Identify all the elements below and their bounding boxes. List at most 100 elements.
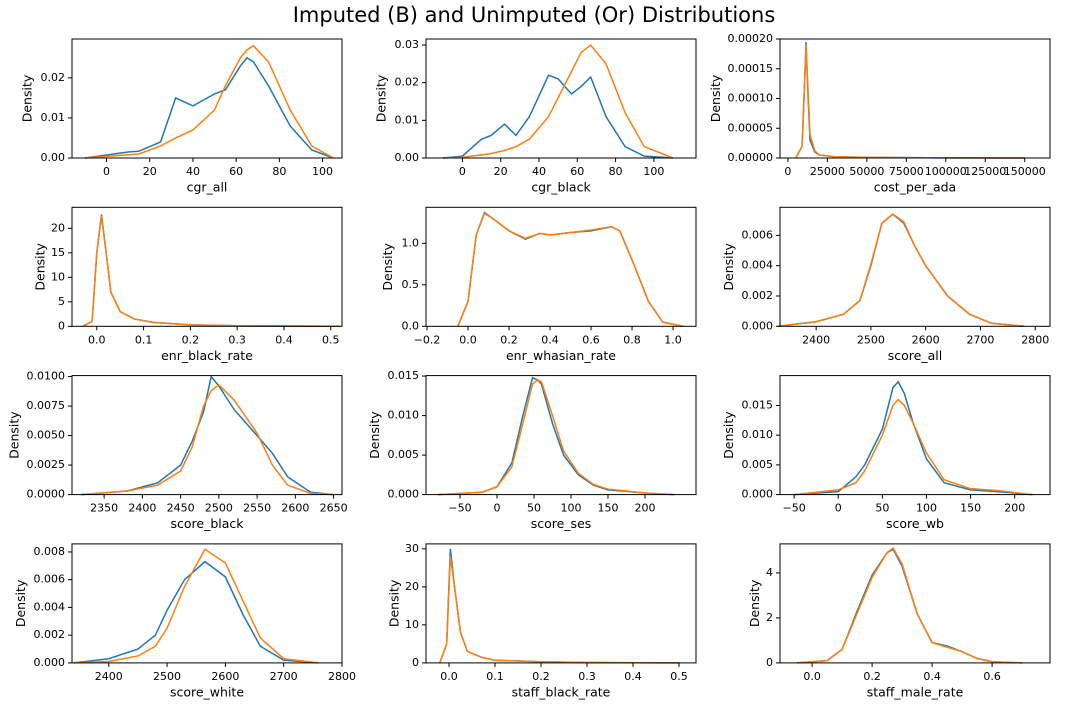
x-tick-label: 0.6	[582, 333, 600, 346]
x-tick-label: 0	[494, 502, 501, 515]
y-axis-label: Density	[721, 411, 736, 459]
plot-frame	[425, 375, 697, 496]
y-tick-label: 20	[405, 580, 419, 593]
x-tick-label: 2700	[966, 333, 994, 346]
y-tick-label: 0.000	[742, 488, 774, 501]
density-line	[794, 398, 1033, 496]
x-tick-label: 0.1	[486, 670, 504, 683]
x-axis-label: cgr_black	[531, 180, 591, 195]
y-tick-label: 0.010	[742, 428, 774, 441]
y-tick-label: 15	[51, 246, 65, 259]
x-tick-label: 150	[960, 502, 981, 515]
density-line	[795, 41, 1025, 159]
x-axis-label: score_wb	[886, 516, 944, 531]
y-tick-label: 0.01	[395, 113, 420, 126]
y-axis-label: Density	[374, 74, 389, 122]
plot-frame	[425, 543, 697, 664]
x-tick-label: 1.0	[664, 333, 682, 346]
density-line	[81, 374, 334, 496]
y-axis-label: Density	[708, 74, 723, 122]
y-tick-label: 0.000	[388, 488, 420, 501]
y-axis-label: Density	[380, 242, 395, 290]
y-tick-label: 0.010	[388, 409, 420, 422]
x-tick-label: 100000	[925, 165, 967, 178]
x-tick-label: 0.4	[624, 670, 642, 683]
x-tick-label: 2400	[95, 670, 123, 683]
x-tick-label: 2450	[167, 502, 195, 515]
x-tick-label: 50	[527, 502, 541, 515]
y-tick-label: 0.0075	[27, 399, 66, 412]
density-line	[439, 548, 679, 664]
x-tick-label: 2800	[328, 670, 356, 683]
x-tick-label: −0.2	[414, 333, 441, 346]
y-tick-label: 5	[58, 295, 65, 308]
plot-frame	[71, 206, 343, 327]
x-tick-label: 0.0	[440, 670, 458, 683]
x-tick-label: 0.4	[923, 670, 941, 683]
y-tick-label: 0.01	[41, 111, 66, 124]
y-axis-label: Density	[747, 579, 762, 627]
y-tick-label: 0.002	[34, 628, 66, 641]
y-tick-label: 30	[405, 542, 419, 555]
y-tick-label: 0.004	[34, 600, 66, 613]
x-tick-label: 100	[312, 165, 333, 178]
x-tick-label: 2550	[243, 502, 271, 515]
y-tick-label: 0.00010	[728, 92, 774, 105]
y-tick-label: 2	[766, 611, 773, 624]
x-tick-label: 0.8	[623, 333, 641, 346]
x-tick-label: 0.6	[983, 670, 1001, 683]
plot-frame	[779, 206, 1051, 327]
x-tick-label: 0.0	[459, 333, 477, 346]
x-tick-label: 150	[597, 502, 618, 515]
y-tick-label: 0.0025	[27, 458, 66, 471]
density-line	[82, 216, 341, 328]
x-tick-label: 0.2	[863, 670, 881, 683]
y-tick-label: 0	[412, 656, 419, 669]
density-line	[84, 44, 334, 159]
y-tick-label: 4	[766, 566, 773, 579]
y-tick-label: 0.02	[395, 76, 420, 89]
plot-frame	[71, 543, 343, 664]
figure-title: Imputed (B) and Unimputed (Or) Distribut…	[293, 3, 776, 27]
y-tick-label: 0.5	[402, 278, 420, 291]
density-line	[443, 74, 674, 159]
x-tick-label: −50	[448, 502, 471, 515]
x-tick-label: 2400	[802, 333, 830, 346]
y-tick-label: 0.0000	[27, 488, 66, 501]
y-tick-label: 20	[51, 221, 65, 234]
x-tick-label: 125000	[964, 165, 1006, 178]
plot-frame	[779, 375, 1051, 496]
x-axis-label: cgr_all	[187, 180, 228, 195]
y-tick-label: 0	[58, 319, 65, 332]
density-line	[439, 556, 679, 664]
x-tick-label: 2350	[90, 502, 118, 515]
x-tick-label: 2650	[320, 502, 348, 515]
density-line	[797, 548, 1023, 664]
y-axis-label: Density	[387, 579, 402, 627]
y-tick-label: 0.0050	[27, 429, 66, 442]
y-axis-label: Density	[721, 242, 736, 290]
x-tick-label: 2600	[211, 670, 239, 683]
x-tick-label: 40	[186, 165, 200, 178]
y-tick-label: 0	[766, 656, 773, 669]
x-tick-label: 200	[1004, 502, 1025, 515]
y-axis-label: Density	[7, 411, 22, 459]
y-tick-label: 0.00020	[728, 32, 774, 45]
x-tick-label: 2500	[857, 333, 885, 346]
y-tick-label: 0.00005	[728, 121, 774, 134]
y-tick-label: 0.00015	[728, 62, 774, 75]
plot-frame	[425, 38, 697, 159]
density-line	[73, 560, 319, 664]
density-line	[777, 213, 1025, 328]
x-tick-label: 0.2	[532, 670, 550, 683]
x-tick-label: 100	[916, 502, 937, 515]
x-axis-label: score_ses	[531, 516, 592, 531]
x-tick-label: 2700	[270, 670, 298, 683]
plot-frame	[779, 38, 1051, 159]
x-tick-label: 0.2	[182, 333, 200, 346]
density-line	[82, 214, 341, 328]
x-tick-label: 2600	[281, 502, 309, 515]
y-tick-label: 0.008	[34, 545, 66, 558]
y-tick-label: 0.0	[402, 319, 420, 332]
